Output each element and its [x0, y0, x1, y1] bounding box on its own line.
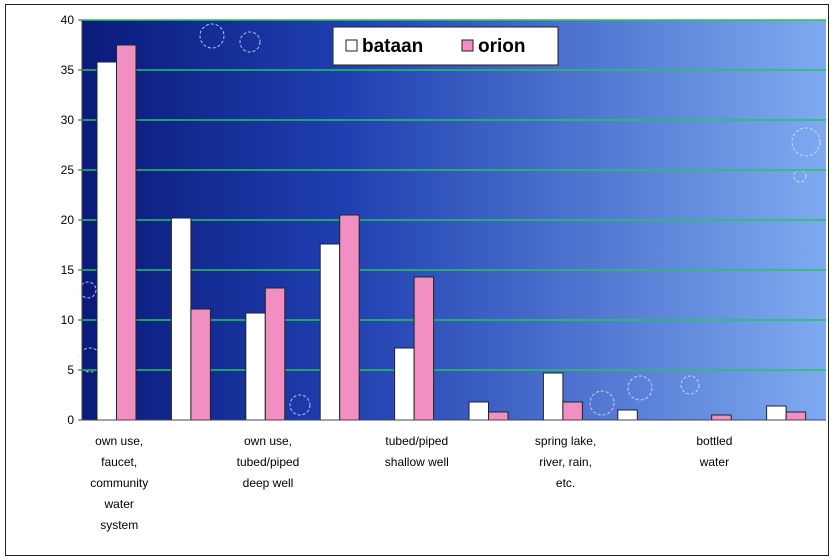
bar-orion — [264, 287, 286, 421]
bubble-decoration — [239, 31, 261, 53]
bubble-decoration — [791, 127, 821, 157]
bar-bataan — [394, 347, 415, 421]
bar-bataan — [766, 405, 787, 421]
bar-bataan — [96, 61, 117, 421]
bars — [96, 44, 807, 421]
legend-label-bataan: bataan — [362, 36, 423, 57]
bar-bataan — [245, 312, 266, 421]
legend-swatch-bataan — [345, 39, 358, 52]
legend-label-orion: orion — [478, 36, 526, 57]
bubble-decoration — [627, 375, 653, 401]
bar-orion — [785, 411, 807, 421]
legend: bataan orion — [332, 26, 559, 66]
bar-orion — [339, 214, 360, 421]
y-tick-label: 15 — [61, 263, 75, 277]
x-category-label: shallow well — [385, 455, 449, 469]
x-category-label: spring lake, — [535, 434, 596, 448]
bar-bataan — [617, 409, 638, 421]
bar-orion — [190, 308, 211, 421]
x-category-label: faucet, — [101, 455, 137, 469]
y-tick-label: 35 — [61, 63, 75, 77]
y-tick-label: 20 — [61, 213, 75, 227]
bubble-decoration — [680, 375, 700, 395]
y-tick-label: 40 — [61, 13, 75, 27]
x-category-label: tubed/piped — [385, 434, 448, 448]
x-category-label: river, rain, — [539, 455, 592, 469]
x-category-label: water — [104, 497, 134, 511]
y-tick-label: 0 — [67, 413, 74, 427]
y-tick-label: 10 — [61, 313, 75, 327]
x-category-label: system — [100, 518, 138, 532]
x-category-label: own use, — [244, 434, 292, 448]
x-axis-labels: own use, faucet, community water system own u… — [90, 434, 732, 532]
bar-bataan — [468, 401, 489, 421]
bar-orion — [488, 411, 509, 421]
bar-orion — [562, 401, 583, 421]
y-tick-label: 30 — [61, 113, 75, 127]
bar-bataan — [319, 243, 341, 421]
x-category-label: community — [90, 476, 148, 490]
bar-bataan — [542, 372, 564, 421]
y-tick-label: 5 — [67, 363, 74, 377]
bubble-decoration — [79, 281, 97, 299]
x-category-label: bottled — [696, 434, 732, 448]
x-category-label: water — [699, 455, 729, 469]
bubble-decoration — [589, 390, 615, 416]
bubble-decoration — [289, 394, 311, 416]
y-axis-ticks: 0 5 10 15 20 25 30 35 40 — [61, 13, 82, 427]
x-category-label: tubed/piped — [237, 455, 300, 469]
bubble-decoration — [199, 23, 225, 49]
x-category-label: own use, — [95, 434, 143, 448]
legend-swatch-orion — [461, 39, 474, 52]
legend-box — [332, 26, 559, 66]
bar-orion — [116, 44, 137, 421]
bar-orion — [413, 276, 435, 421]
x-category-label: deep well — [243, 476, 294, 490]
x-category-label: etc. — [556, 476, 575, 490]
bar-orion — [711, 414, 732, 421]
y-tick-label: 25 — [61, 163, 75, 177]
bar-bataan — [170, 217, 192, 421]
